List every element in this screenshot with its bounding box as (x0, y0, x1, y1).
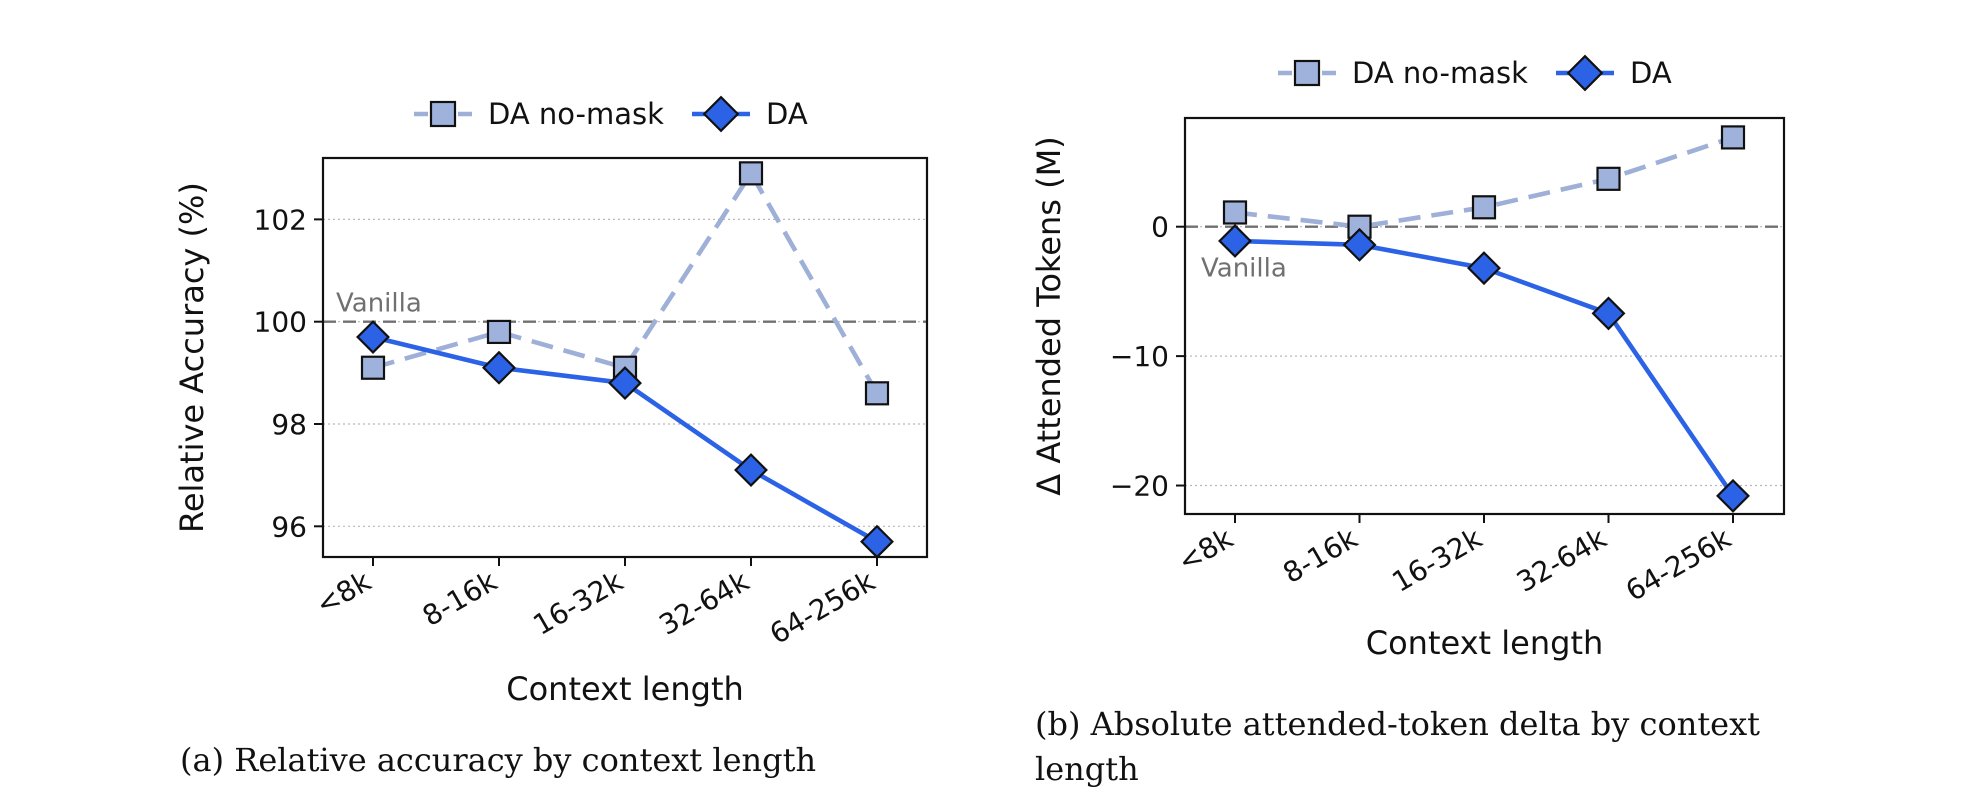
legend-label-da-no-mask: DA no-mask (488, 97, 664, 131)
plot-frame (1183, 116, 1786, 516)
da-no-mask-point (864, 381, 890, 406)
legend-label-da: DA (1630, 56, 1672, 90)
da-point (608, 366, 642, 401)
baseline-label: Vanilla (1201, 254, 1287, 284)
x-axis-label: Context length (1366, 624, 1604, 662)
x-tick-label: <8k (1172, 521, 1239, 579)
da-point (734, 453, 768, 487)
legend-label-da: DA (766, 97, 808, 131)
x-tick-label: <8k (310, 564, 377, 622)
x-tick-label: 32-64k (1511, 521, 1613, 599)
x-tick-label: 32-64k (653, 564, 755, 642)
da-point (1467, 251, 1501, 286)
x-tick-label: 16-32k (1386, 521, 1488, 599)
legend-label-da-no-mask: DA no-mask (1352, 56, 1528, 90)
legend-marker-da (702, 95, 740, 133)
caption-a: (a) Relative accuracy by context length (180, 741, 817, 779)
y-tick-label: −10 (1110, 340, 1169, 373)
legend-marker-da-no-mask (429, 100, 457, 128)
x-tick-label: 8-16k (1277, 521, 1363, 590)
y-tick-label: −20 (1110, 470, 1169, 503)
y-tick-label: 100 (254, 306, 307, 339)
series-line-da-no-mask (372, 171, 879, 395)
chart-relative-accuracy: Vanilla 96 98 100 102 <8k 8-16k 16-32k 32-64k 64-… (173, 95, 929, 708)
da-no-mask-point (486, 319, 512, 345)
legend-marker-da-no-mask (1293, 59, 1321, 87)
da-point (1716, 478, 1750, 513)
y-tick-label: 98 (271, 408, 307, 441)
y-axis-label: Δ Attended Tokens (M) (1030, 136, 1068, 495)
y-axis-label: Relative Accuracy (%) (173, 182, 211, 533)
y-tick-label: 96 (271, 510, 307, 543)
x-tick-label: 64-256k (1620, 521, 1737, 608)
x-tick-label: 16-32k (527, 564, 629, 642)
da-no-mask-point (1222, 200, 1248, 225)
legend-marker-da (1566, 54, 1604, 92)
da-point (356, 320, 390, 354)
caption-b: (b) Absolute attended-token delta by con… (1035, 705, 1761, 788)
da-point (1591, 296, 1626, 331)
da-point (860, 524, 894, 559)
x-tick-label: 64-256k (764, 564, 881, 651)
x-tick-label: 8-16k (417, 564, 503, 633)
chart-attended-token-delta: Vanilla −20 −10 0 <8k 8-16k 16-32k 32-64k 64-256… (1030, 54, 1786, 662)
da-point (482, 350, 516, 385)
y-tick-label: 102 (254, 203, 307, 236)
da-point (1218, 223, 1252, 258)
y-tick-label: 0 (1151, 211, 1169, 244)
da-no-mask-point (1471, 195, 1497, 220)
da-no-mask-point (1596, 166, 1621, 191)
da-no-mask-point (1720, 125, 1746, 150)
baseline-label: Vanilla (336, 289, 422, 319)
da-no-mask-point (360, 355, 386, 380)
x-axis-label: Context length (506, 670, 744, 708)
da-no-mask-point (738, 161, 764, 186)
da-point (1342, 227, 1377, 262)
